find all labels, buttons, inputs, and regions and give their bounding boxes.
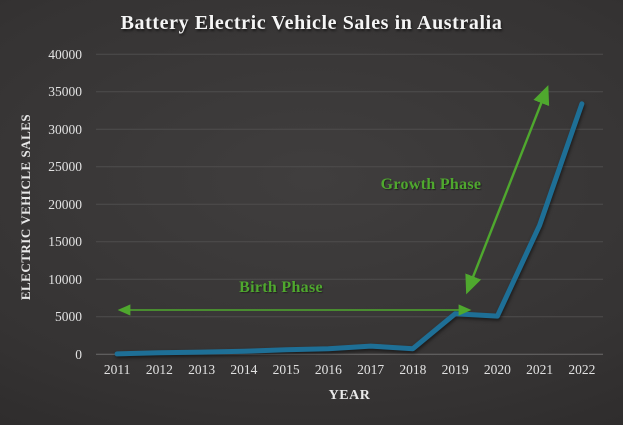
x-tick-label: 2022 [568, 362, 596, 377]
x-tick-label: 2021 [526, 362, 554, 377]
y-tick-label: 35000 [48, 84, 82, 100]
growth-phase-label: Growth Phase [380, 176, 482, 193]
bev-sales-line-series [114, 101, 585, 357]
x-tick-label: 2016 [314, 362, 342, 377]
y-tick-label: 20000 [48, 196, 82, 212]
x-tick-label: 2020 [483, 362, 511, 377]
y-tick-label: 40000 [48, 46, 82, 62]
x-tick-label: 2014 [230, 362, 258, 377]
x-tick-label: 2011 [103, 362, 131, 377]
x-tick-label: 2013 [188, 362, 216, 377]
birth-phase-label: Birth Phase [239, 279, 323, 296]
growth-phase-arrow [465, 85, 550, 295]
y-tick-label: 10000 [48, 271, 82, 287]
x-tick-label: 2017 [357, 362, 385, 377]
y-tick-label: 5000 [55, 309, 82, 325]
chart-title: Battery Electric Vehicle Sales in Austra… [120, 12, 503, 34]
x-tick-label: 2019 [441, 362, 469, 377]
x-tick-label: 2012 [145, 362, 173, 377]
y-tick-label: 30000 [48, 121, 82, 137]
y-tick-label: 0 [75, 346, 82, 362]
x-axis-title: YEAR [328, 388, 371, 403]
x-tick-label: 2015 [272, 362, 300, 377]
annotation-arrows-group [117, 85, 550, 316]
series-group [114, 101, 585, 357]
y-tick-label: 25000 [48, 159, 82, 175]
y-tick-label: 15000 [48, 234, 82, 250]
x-tick-label: 2018 [399, 362, 427, 377]
